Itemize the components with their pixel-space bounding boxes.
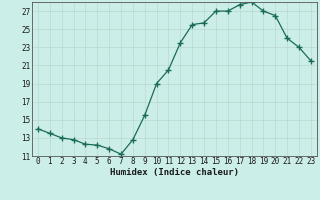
X-axis label: Humidex (Indice chaleur): Humidex (Indice chaleur) (110, 168, 239, 177)
